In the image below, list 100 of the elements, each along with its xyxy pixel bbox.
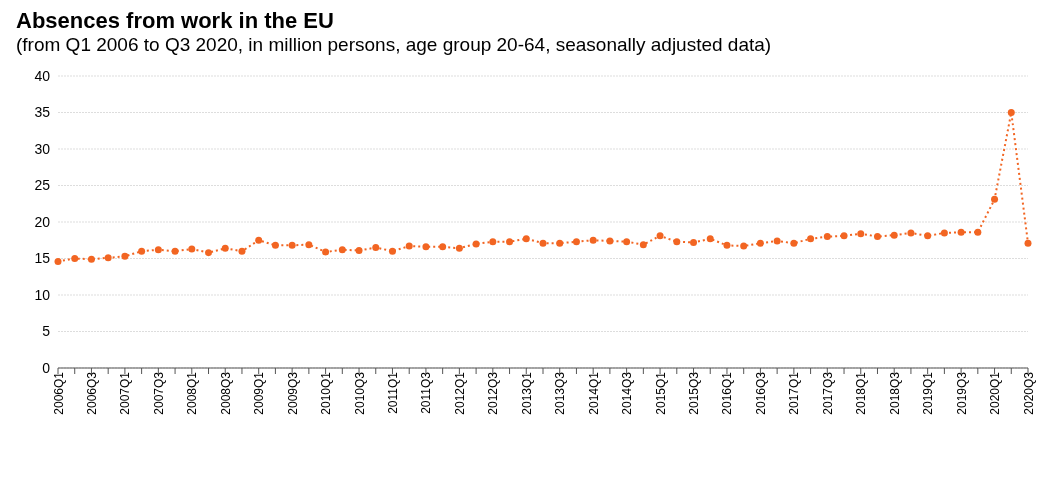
- point: [723, 241, 731, 249]
- point: [572, 238, 580, 246]
- point: [54, 257, 62, 265]
- x-tick-label: 2010Q1: [319, 371, 334, 415]
- point: [372, 244, 380, 252]
- x-tick-label: 2010Q3: [352, 371, 367, 415]
- point: [138, 247, 146, 255]
- x-tick-label: 2016Q1: [720, 371, 735, 415]
- x-tick-label: 2009Q3: [285, 371, 300, 415]
- y-tick-label: 5: [42, 323, 51, 340]
- point: [522, 235, 530, 243]
- point: [656, 232, 664, 240]
- point: [154, 246, 162, 254]
- x-tick-label: 2020Q3: [1021, 371, 1036, 415]
- x-tick-label: 2017Q1: [787, 371, 802, 415]
- point: [807, 235, 815, 243]
- point: [924, 232, 932, 240]
- point: [673, 238, 681, 246]
- point: [589, 236, 597, 244]
- point: [87, 255, 95, 263]
- point: [238, 247, 246, 255]
- point: [690, 238, 698, 246]
- x-tick-label: 2013Q1: [519, 371, 534, 415]
- x-tick-label: 2017Q3: [820, 371, 835, 415]
- point: [857, 230, 865, 238]
- x-tick-label: 2018Q1: [854, 371, 869, 415]
- point: [1007, 109, 1015, 116]
- point: [890, 231, 898, 239]
- point: [455, 244, 463, 252]
- x-tick-label: 2015Q3: [687, 371, 702, 415]
- point: [472, 240, 480, 248]
- point: [957, 228, 965, 236]
- y-tick-label: 40: [34, 67, 51, 84]
- point: [556, 239, 564, 247]
- x-tick-label: 2014Q3: [620, 371, 635, 415]
- point: [271, 241, 279, 249]
- point: [221, 244, 229, 252]
- point: [756, 239, 764, 247]
- point: [439, 243, 447, 251]
- point: [740, 242, 748, 250]
- point: [71, 255, 79, 262]
- y-tick-label: 35: [34, 104, 51, 121]
- point: [623, 238, 631, 246]
- point: [338, 246, 346, 254]
- point: [305, 241, 313, 249]
- x-tick-label: 2012Q3: [486, 371, 501, 415]
- x-tick-label: 2012Q1: [452, 371, 467, 415]
- point: [606, 237, 614, 245]
- x-tick-label: 2013Q3: [553, 371, 568, 415]
- point: [188, 245, 196, 253]
- point: [171, 247, 179, 255]
- point: [823, 233, 831, 241]
- point: [355, 246, 363, 254]
- point: [1024, 239, 1032, 247]
- point: [322, 248, 330, 256]
- x-tick-label: 2007Q3: [151, 371, 166, 415]
- x-tick-label: 2006Q3: [84, 371, 99, 415]
- x-tick-label: 2018Q3: [887, 371, 902, 415]
- x-tick-label: 2006Q1: [51, 371, 66, 415]
- point: [539, 239, 547, 247]
- point: [489, 238, 497, 246]
- point: [405, 242, 413, 250]
- point: [121, 252, 129, 260]
- point: [422, 243, 430, 251]
- point: [873, 233, 881, 241]
- point: [840, 232, 848, 240]
- point: [991, 195, 999, 203]
- y-tick-label: 20: [34, 213, 51, 230]
- y-tick-label: 10: [34, 286, 51, 303]
- point: [288, 241, 296, 249]
- point: [907, 229, 915, 237]
- y-tick-label: 15: [34, 250, 51, 267]
- y-tick-label: 0: [42, 359, 51, 376]
- x-tick-label: 2019Q3: [954, 371, 969, 415]
- x-tick-label: 2020Q1: [988, 371, 1003, 415]
- x-tick-label: 2007Q1: [118, 371, 133, 415]
- x-tick-label: 2009Q1: [252, 371, 267, 415]
- y-tick-label: 25: [34, 177, 51, 194]
- x-tick-label: 2008Q3: [218, 371, 233, 415]
- chart-subtitle: (from Q1 2006 to Q3 2020, in million persons, age group 20-64, seasonally adjusted data): [16, 34, 773, 56]
- point: [639, 241, 647, 249]
- point: [790, 239, 798, 247]
- point: [940, 229, 948, 237]
- x-tick-label: 2011Q1: [386, 371, 400, 414]
- x-tick-label: 2015Q1: [653, 371, 668, 415]
- point: [773, 237, 781, 245]
- x-tick-label: 2008Q1: [185, 371, 200, 415]
- point: [255, 236, 263, 244]
- point: [104, 254, 112, 262]
- point: [974, 228, 982, 236]
- y-tick-label: 30: [34, 140, 51, 157]
- x-tick-label: 2019Q1: [921, 371, 936, 415]
- point: [388, 247, 396, 255]
- x-tick-label: 2011Q3: [419, 371, 434, 414]
- point: [706, 235, 714, 243]
- point: [205, 249, 213, 257]
- point: [506, 238, 514, 246]
- x-tick-label: 2014Q1: [586, 371, 601, 415]
- x-tick-label: 2016Q3: [753, 371, 768, 415]
- chart-title: Absences from work in the EU: [16, 8, 335, 34]
